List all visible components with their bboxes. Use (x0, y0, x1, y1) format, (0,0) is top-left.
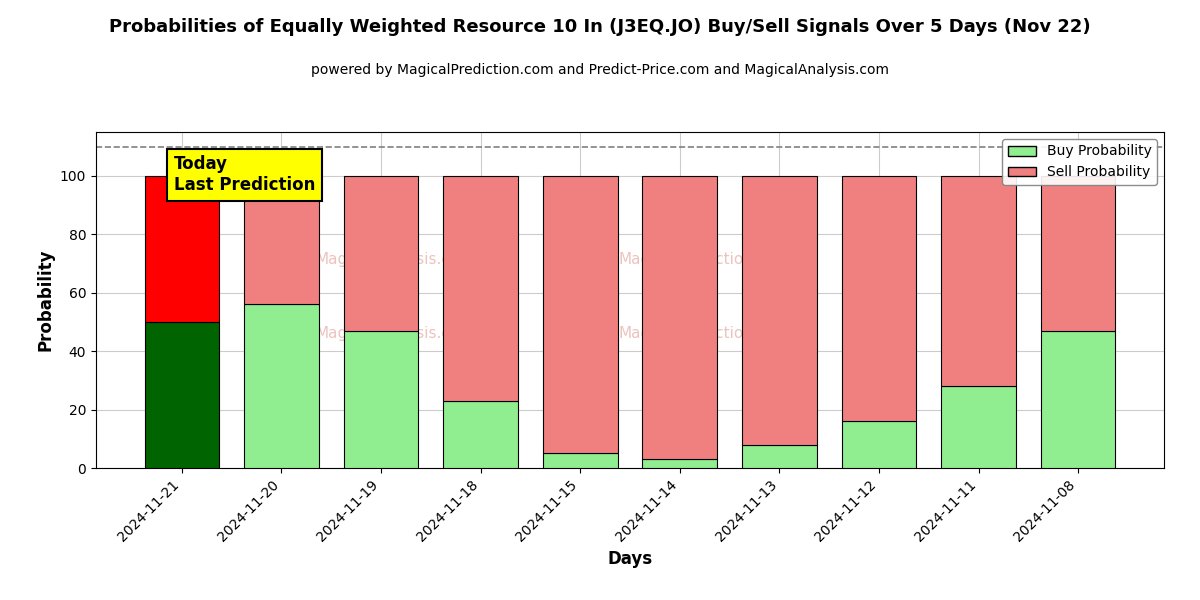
Bar (841, 176, 917, 421)
Bar (642, 459, 718, 468)
Text: MagicalPrediction.com: MagicalPrediction.com (618, 252, 791, 267)
Bar (244, 304, 319, 468)
Bar (443, 401, 518, 468)
Bar (244, 176, 319, 304)
Bar (941, 176, 1016, 386)
Text: Probabilities of Equally Weighted Resource 10 In (J3EQ.JO) Buy/Sell Signals Over: Probabilities of Equally Weighted Resour… (109, 18, 1091, 36)
Bar (144, 176, 220, 322)
X-axis label: Days: Days (607, 550, 653, 568)
Bar (841, 421, 917, 468)
Bar (1040, 176, 1116, 331)
Bar (742, 445, 817, 468)
Text: powered by MagicalPrediction.com and Predict-Price.com and MagicalAnalysis.com: powered by MagicalPrediction.com and Pre… (311, 63, 889, 77)
Bar (343, 176, 419, 331)
Bar (144, 322, 220, 468)
Text: MagicalAnalysis.com: MagicalAnalysis.com (316, 326, 475, 341)
Bar (742, 176, 817, 445)
Y-axis label: Probability: Probability (36, 249, 54, 351)
Bar (941, 386, 1016, 468)
Text: MagicalPrediction.com: MagicalPrediction.com (618, 326, 791, 341)
Bar (642, 176, 718, 459)
Bar (343, 331, 419, 468)
Bar (542, 176, 618, 454)
Legend: Buy Probability, Sell Probability: Buy Probability, Sell Probability (1002, 139, 1157, 185)
Bar (1040, 331, 1116, 468)
Text: MagicalAnalysis.com: MagicalAnalysis.com (316, 252, 475, 267)
Bar (542, 454, 618, 468)
Text: Today
Last Prediction: Today Last Prediction (174, 155, 316, 194)
Bar (443, 176, 518, 401)
